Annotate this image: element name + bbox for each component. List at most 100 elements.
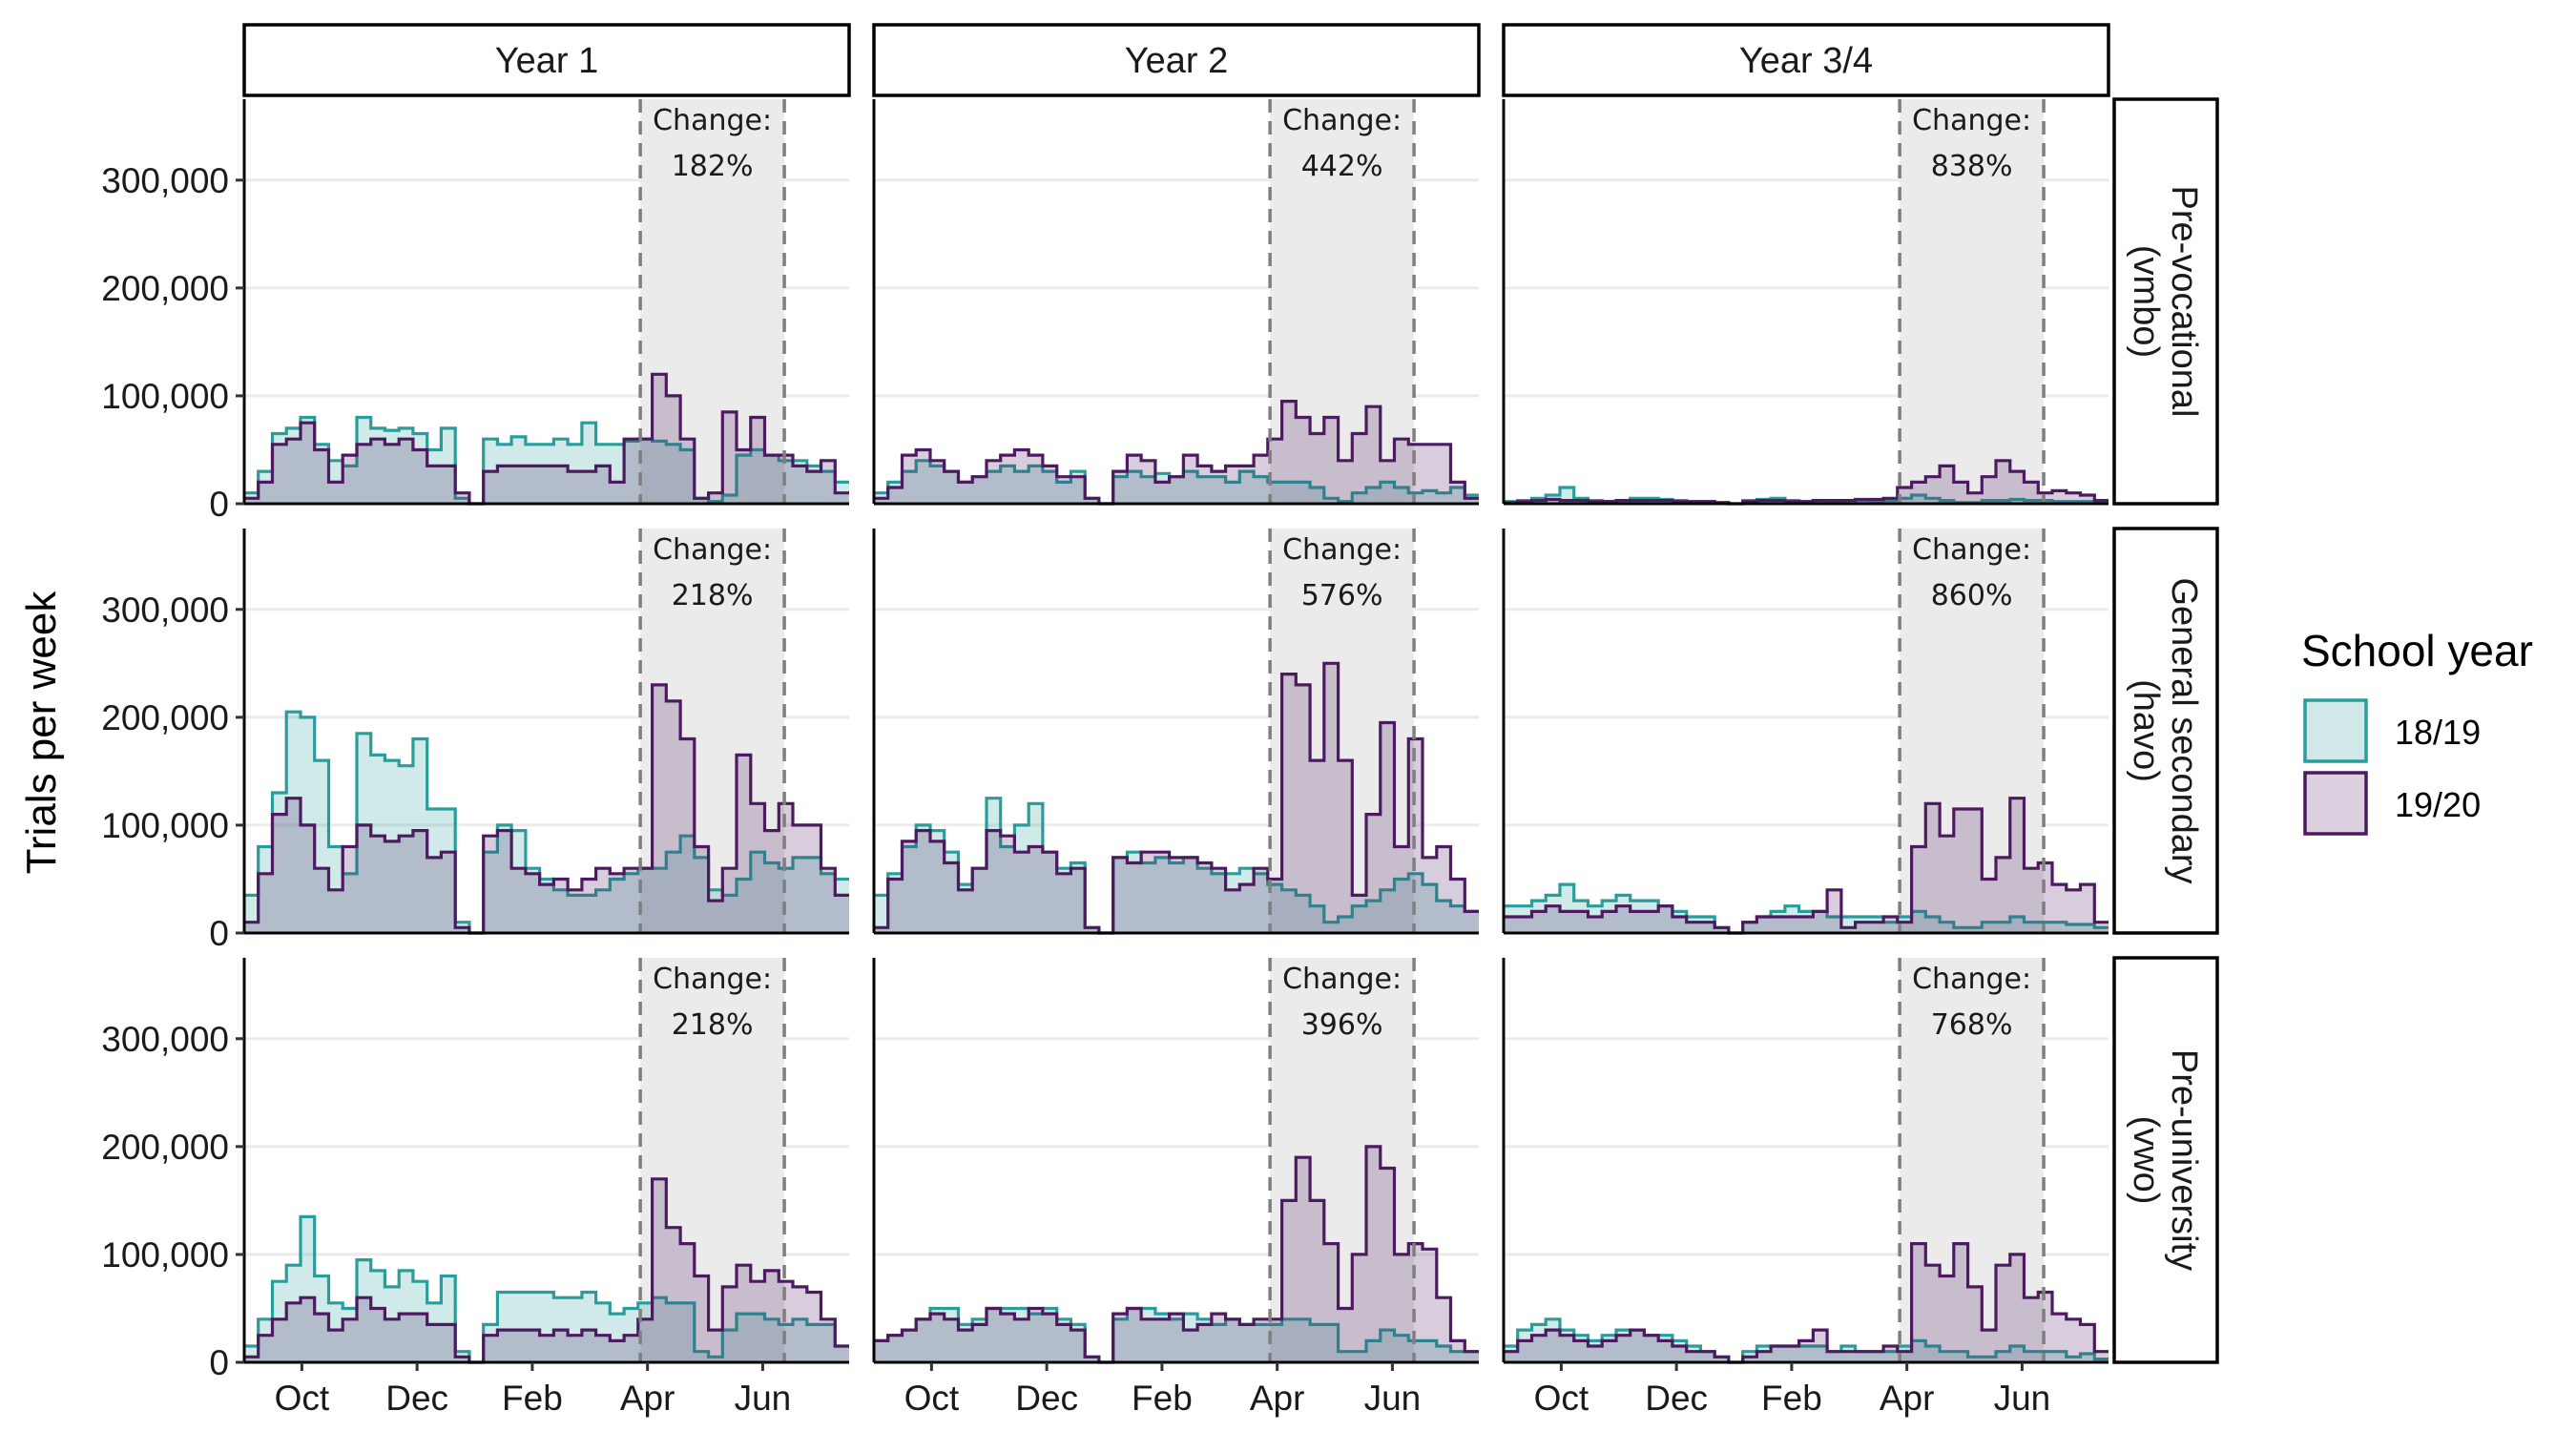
- legend-key: [2303, 771, 2368, 836]
- series-area-18-19: [244, 712, 849, 933]
- closure-window: [1900, 99, 2045, 504]
- panel-0-0: Change: 182%: [242, 99, 849, 506]
- column-strip: [1502, 23, 2110, 97]
- series-line-19-20: [1504, 459, 2109, 506]
- change-label: Change:: [653, 533, 772, 567]
- series-area-18-19: [874, 798, 1479, 933]
- x-tick-label: Jun: [735, 1379, 792, 1418]
- series-area-18-19: [874, 460, 1479, 504]
- row-strip: [2112, 956, 2219, 1364]
- y-axis-title: Trials per week: [18, 591, 65, 875]
- change-value: 442%: [1301, 150, 1383, 183]
- series-line-19-20: [1504, 797, 2109, 935]
- column-strip-label: Year 3/4: [1739, 41, 1873, 81]
- series-area-19-20: [874, 1146, 1479, 1362]
- legend-key: [2303, 698, 2368, 763]
- y-tick-label: 300,000: [101, 161, 229, 200]
- x-tick-label: Apr: [1880, 1379, 1935, 1418]
- closure-window: [1270, 958, 1415, 1362]
- panel-0-1: Change: 442%: [872, 99, 1479, 506]
- x-tick-label: Jun: [1994, 1379, 2051, 1418]
- x-tick-label: Dec: [1645, 1379, 1708, 1418]
- x-tick-label: Feb: [1761, 1379, 1822, 1418]
- x-tick-label: Feb: [1132, 1379, 1193, 1418]
- closure-window: [640, 529, 785, 933]
- series-area-19-20: [244, 1178, 849, 1362]
- series-line-18-19: [1504, 882, 2109, 935]
- change-label: Change:: [653, 963, 772, 996]
- series-line-19-20: [244, 372, 849, 506]
- closure-window: [640, 99, 785, 504]
- y-tick-label: 100,000: [101, 1235, 229, 1275]
- change-label: Change:: [1912, 104, 2031, 137]
- panel-2-0: Change: 218%: [242, 958, 849, 1364]
- panel-2-2: Change: 768%: [1502, 958, 2109, 1364]
- legend-label: 18/19: [2395, 713, 2481, 752]
- series-area-19-20: [244, 684, 849, 933]
- change-label: Change:: [1912, 533, 2031, 567]
- series-area-18-19: [1504, 884, 2109, 933]
- x-tick-label: Dec: [1015, 1379, 1078, 1418]
- panel-1-2: Change: 860%: [1502, 529, 2109, 935]
- series-line-18-19: [244, 1214, 849, 1364]
- closure-window: [640, 958, 785, 1362]
- change-label: Change:: [1282, 104, 1402, 137]
- series-area-19-20: [1504, 798, 2109, 933]
- x-tick-label: Dec: [385, 1379, 448, 1418]
- legend-label: 19/20: [2395, 785, 2481, 824]
- row-strip: [2112, 97, 2219, 506]
- series-area-18-19: [244, 1216, 849, 1362]
- change-label: Change:: [1282, 963, 1402, 996]
- change-value: 576%: [1301, 579, 1383, 612]
- y-tick-label: 300,000: [101, 591, 229, 630]
- series-area-19-20: [1504, 1243, 2109, 1362]
- y-tick-label: 300,000: [101, 1020, 229, 1059]
- x-tick-label: Oct: [275, 1379, 330, 1418]
- series-line-19-20: [244, 683, 849, 935]
- column-strip-label: Year 1: [495, 41, 598, 81]
- y-tick-label: 200,000: [101, 1128, 229, 1167]
- closure-window: [1270, 529, 1415, 933]
- y-tick-label: 100,000: [101, 806, 229, 845]
- panels-layer: Change: 182% Change: 442% Change: 838% Change:…: [242, 99, 2109, 1364]
- column-strip-label: Year 2: [1125, 41, 1228, 81]
- change-label: Change:: [653, 104, 772, 137]
- panel-1-1: Change: 576%: [872, 529, 1479, 935]
- legend: School year 18/19 19/20: [2301, 626, 2533, 836]
- legend-title: School year: [2301, 626, 2533, 675]
- series-line-19-20: [874, 661, 1479, 935]
- series-area-19-20: [874, 401, 1479, 504]
- row-strip-label: Pre-university(vwo): [2126, 1049, 2204, 1271]
- x-tick-label: Apr: [620, 1379, 675, 1418]
- y-tick-label: 100,000: [101, 377, 229, 416]
- change-value: 838%: [1931, 150, 2013, 183]
- change-value: 768%: [1931, 1008, 2013, 1042]
- change-value: 182%: [672, 150, 754, 183]
- series-line-19-20: [244, 1177, 849, 1364]
- closure-window: [1900, 958, 2045, 1362]
- column-strip: [872, 23, 1481, 97]
- axes-layer: 0 100,000 200,000 300,000 0 100,000 200,000 300…: [101, 161, 2050, 1418]
- x-tick-label: Feb: [502, 1379, 563, 1418]
- change-value: 396%: [1301, 1008, 1383, 1042]
- series-line-19-20: [874, 1145, 1479, 1364]
- change-label: Change:: [1912, 963, 2031, 996]
- y-tick-label: 0: [209, 914, 229, 953]
- change-value: 218%: [672, 1008, 754, 1042]
- y-tick-label: 200,000: [101, 269, 229, 308]
- series-line-19-20: [874, 400, 1479, 506]
- change-label: Change:: [1282, 533, 1402, 567]
- series-area-19-20: [874, 663, 1479, 933]
- series-area-19-20: [244, 374, 849, 504]
- row-strip-label: Pre-vocational(vmbo): [2126, 186, 2204, 418]
- x-tick-label: Oct: [1534, 1379, 1589, 1418]
- x-tick-label: Jun: [1364, 1379, 1422, 1418]
- series-area-18-19: [244, 417, 849, 504]
- closure-window: [1900, 529, 2045, 933]
- closure-window: [1270, 99, 1415, 504]
- change-value: 860%: [1931, 579, 2013, 612]
- facet-strips: Year 1 Year 2 Year 3/4 Pre-vocational(vmbo)…: [242, 23, 2219, 1364]
- series-area-18-19: [874, 1308, 1479, 1362]
- change-value: 218%: [672, 579, 754, 612]
